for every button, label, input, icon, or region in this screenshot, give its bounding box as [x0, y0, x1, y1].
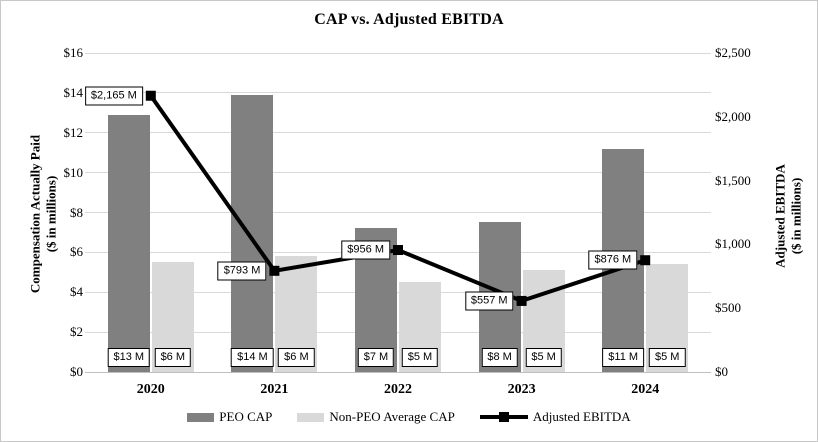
- right-axis-tick-label: $500: [715, 300, 741, 316]
- left-axis-tick-label: $16: [63, 45, 84, 60]
- left-axis-tick-label: $0: [70, 364, 83, 379]
- bar-value-label-peo-2022: $7 M: [357, 348, 395, 367]
- ebitda-value-label-2022: $956 M: [341, 240, 390, 260]
- ebitda-value-label-2020: $2,165 M: [84, 86, 143, 106]
- gridline: [85, 331, 711, 333]
- legend: PEO CAP Non-PEO Average CAP Adjusted EBITD…: [1, 409, 817, 425]
- bar-value-label-non-peo-2023: $5 M: [525, 348, 562, 367]
- legend-bar-swatch-icon: [297, 412, 325, 422]
- legend-square-marker-icon: [498, 412, 509, 422]
- x-axis-label-2024: 2024: [631, 382, 660, 397]
- gridline: [85, 52, 711, 54]
- x-axis-label-2022: 2022: [384, 382, 412, 397]
- ebitda-value-label-2023: $557 M: [464, 291, 514, 311]
- left-axis-tick-label: $8: [70, 204, 83, 220]
- right-axis-title: Adjusted EBITDA ($ in millions): [772, 164, 803, 268]
- left-axis-tick-label: $10: [63, 164, 84, 180]
- bar-value-label-non-peo-2022: $5 M: [401, 348, 439, 367]
- bar-value-label-non-peo-2024: $5 M: [648, 348, 686, 367]
- gridline: [85, 371, 711, 373]
- ebitda-value-label-2021: $793 M: [217, 261, 267, 281]
- bar-value-label-peo-2020: $13 M: [107, 348, 151, 367]
- legend-line-marker-icon: [479, 412, 528, 422]
- gridline: [85, 92, 711, 94]
- left-axis-tick-label: $6: [70, 244, 83, 260]
- right-axis-tick-label: $1,500: [715, 172, 751, 188]
- bar-value-label-non-peo-2020: $6 M: [154, 348, 192, 367]
- gridline: [85, 132, 711, 134]
- right-axis-tick-label: $2,500: [715, 45, 751, 60]
- legend-item-peo-cap: PEO CAP: [187, 409, 272, 425]
- legend-item-non-peo-average-cap: Non-PEO Average CAP: [297, 409, 455, 425]
- legend-label: PEO CAP: [219, 409, 273, 424]
- right-axis-tick-label: $1,000: [715, 236, 751, 252]
- right-axis-tick-label: $0: [715, 364, 728, 379]
- bar-value-label-peo-2021: $14 M: [231, 348, 274, 367]
- left-axis-tick-label: $4: [70, 284, 83, 300]
- right-axis-title-line2: ($ in millions): [788, 177, 803, 255]
- legend-item-adjusted-ebitda: Adjusted EBITDA: [479, 409, 631, 425]
- left-axis-tick-label: $14: [63, 84, 84, 100]
- x-axis-label-2020: 2020: [136, 382, 165, 397]
- bar-peo-2021: [231, 94, 274, 372]
- bar-value-label-non-peo-2021: $6 M: [278, 348, 315, 367]
- legend-label: Adjusted EBITDA: [532, 409, 631, 424]
- chart-title: CAP vs. Adjusted EBITDA: [314, 11, 504, 28]
- x-axis-label-2023: 2023: [507, 382, 536, 397]
- x-axis-label-2021: 2021: [260, 382, 289, 397]
- right-axis-title-line1: Adjusted EBITDA: [772, 164, 788, 268]
- legend-label: Non-PEO Average CAP: [329, 409, 455, 424]
- right-axis-tick-label: $2,000: [715, 108, 751, 124]
- legend-bar-swatch-icon: [187, 412, 215, 422]
- bar-peo-2020: [107, 114, 150, 372]
- left-axis-tick-label: $12: [63, 124, 84, 140]
- left-axis-tick-label: $2: [70, 324, 83, 340]
- bar-value-label-peo-2023: $8 M: [481, 348, 518, 367]
- ebitda-value-label-2024: $876 M: [588, 250, 638, 270]
- bar-value-label-peo-2024: $11 M: [602, 348, 645, 367]
